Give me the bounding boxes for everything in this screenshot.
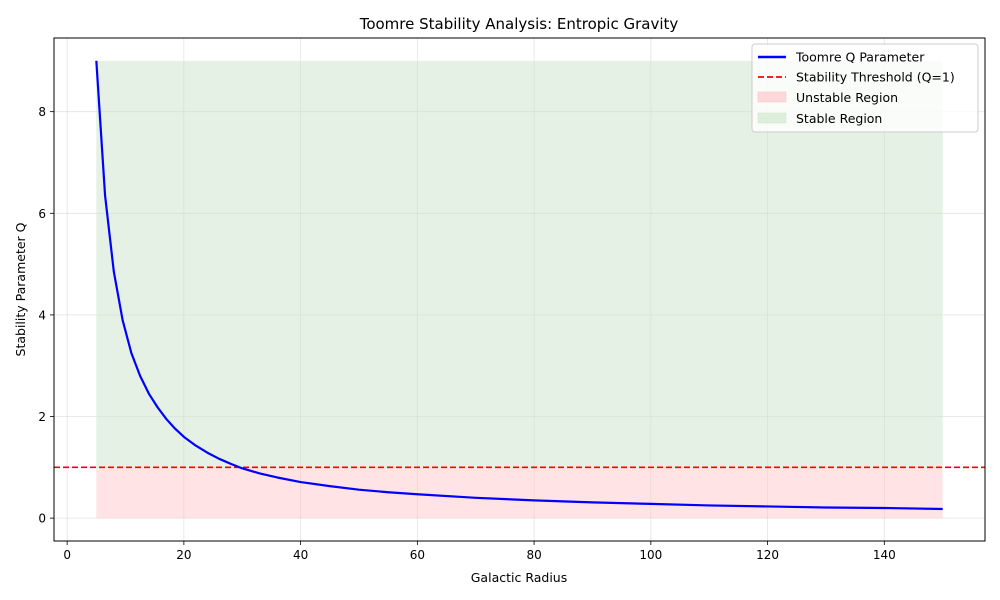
x-tick-label: 80 — [526, 548, 541, 562]
legend-label-unstable: Unstable Region — [796, 90, 898, 105]
x-tick-label: 100 — [639, 548, 662, 562]
legend: Toomre Q Parameter Stability Threshold (… — [751, 43, 979, 133]
chart-title: Toomre Stability Analysis: Entropic Grav… — [359, 15, 679, 33]
y-tick-label: 0 — [38, 512, 46, 526]
y-tick-label: 4 — [38, 308, 46, 322]
x-tick-label: 120 — [756, 548, 779, 562]
x-tick-label: 0 — [63, 548, 71, 562]
y-tick-label: 2 — [38, 410, 46, 424]
y-tick-label: 8 — [38, 105, 46, 119]
x-tick-label: 40 — [293, 548, 308, 562]
legend-label-threshold: Stability Threshold (Q=1) — [796, 70, 955, 85]
legend-box — [751, 43, 979, 133]
x-axis-ticks: 0 20 40 60 80 100 120 140 — [63, 541, 896, 562]
legend-label-stable: Stable Region — [796, 111, 882, 126]
legend-swatch-unstable — [757, 91, 787, 103]
y-tick-label: 6 — [38, 207, 46, 221]
unstable-region — [96, 467, 943, 519]
x-tick-label: 60 — [410, 548, 425, 562]
legend-swatch-stable — [757, 112, 787, 124]
x-tick-label: 20 — [176, 548, 191, 562]
legend-label-q: Toomre Q Parameter — [795, 50, 925, 65]
y-axis-ticks: 0 2 4 6 8 — [38, 105, 54, 526]
toomre-q-line — [95, 60, 943, 511]
plot-frame — [53, 37, 986, 542]
x-axis-title: Galactic Radius — [471, 570, 567, 585]
y-axis-title: Stability Parameter Q — [13, 222, 28, 356]
x-tick-label: 140 — [873, 548, 896, 562]
series — [54, 60, 985, 511]
